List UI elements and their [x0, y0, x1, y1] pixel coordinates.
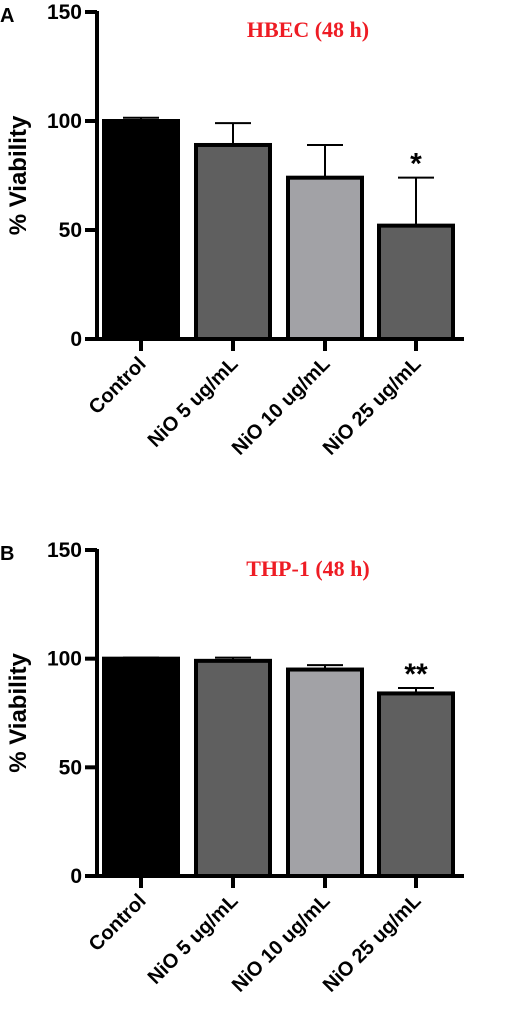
chart-panel-b: B THP-1 (48 h) % Viability ** 0 50 100 150 Contr…: [0, 539, 464, 997]
y-tick-label: 50: [59, 756, 82, 779]
y-axis-label: % Viability: [5, 115, 32, 235]
y-axis-label: % Viability: [5, 653, 32, 773]
y-tick-label: 100: [47, 648, 82, 671]
bar-1: [102, 656, 180, 879]
bar-2: [194, 658, 272, 879]
bar-3: [286, 667, 364, 878]
y-tick-label: 150: [47, 539, 82, 562]
significance-marker: *: [410, 148, 422, 181]
x-tick-label: Control: [85, 890, 151, 956]
y-tick-label: 0: [70, 328, 82, 351]
x-tick-label: NiO 5 ug/mL: [144, 353, 243, 452]
chart-title: HBEC (48 h): [247, 17, 369, 42]
x-tick-label: NiO 25 ug/mL: [319, 353, 426, 460]
y-tick-label: 150: [47, 1, 82, 24]
x-tick-label: NiO 5 ug/mL: [144, 890, 243, 989]
chart-panel-a: A HBEC (48 h) % Viability * 0 50 100 150 Control…: [0, 1, 464, 460]
x-tick-label: Control: [85, 353, 151, 419]
chart-title: THP-1 (48 h): [246, 556, 369, 581]
panel-letter: A: [0, 5, 14, 27]
bar-1: [102, 119, 180, 341]
bar-4: [377, 223, 455, 341]
y-tick-label: 0: [70, 865, 82, 888]
y-tick-label: 50: [59, 219, 82, 242]
significance-marker: **: [404, 658, 428, 691]
y-tick-label: 100: [47, 110, 82, 133]
x-tick-label: NiO 25 ug/mL: [319, 890, 426, 997]
bar-3: [286, 175, 364, 341]
bar-2: [194, 142, 272, 341]
panel-letter: B: [0, 543, 14, 565]
bar-4: [377, 691, 455, 878]
